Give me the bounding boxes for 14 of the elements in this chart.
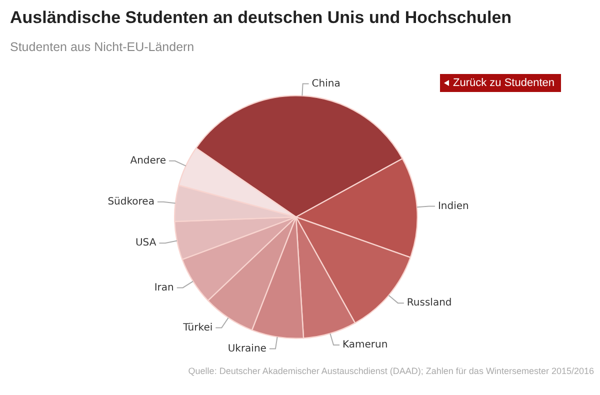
slice-label: USA <box>135 238 156 249</box>
slice-label: Ukraine <box>228 343 266 354</box>
slice-label: Indien <box>438 200 469 212</box>
slice-label: Russland <box>406 298 452 309</box>
slice-label: China <box>312 78 340 90</box>
back-button[interactable]: Zurück zu Studenten <box>440 74 561 92</box>
slice-label: Kamerun <box>342 340 388 351</box>
slice-label: Iran <box>154 282 174 294</box>
slice-label: Türkei <box>182 322 213 334</box>
chart-title: Ausländische Studenten an deutschen Unis und Hochschulen <box>10 8 512 28</box>
source-note: Quelle: Deutscher Akademischer Austauschdienst (DAAD); Zahlen für das Wintersemester 2015/2016 <box>188 366 594 376</box>
slice-label: Südkorea <box>108 196 154 208</box>
slice-label: Andere <box>130 155 166 166</box>
chart-subtitle: Studenten aus Nicht-EU-Ländern <box>10 40 194 54</box>
